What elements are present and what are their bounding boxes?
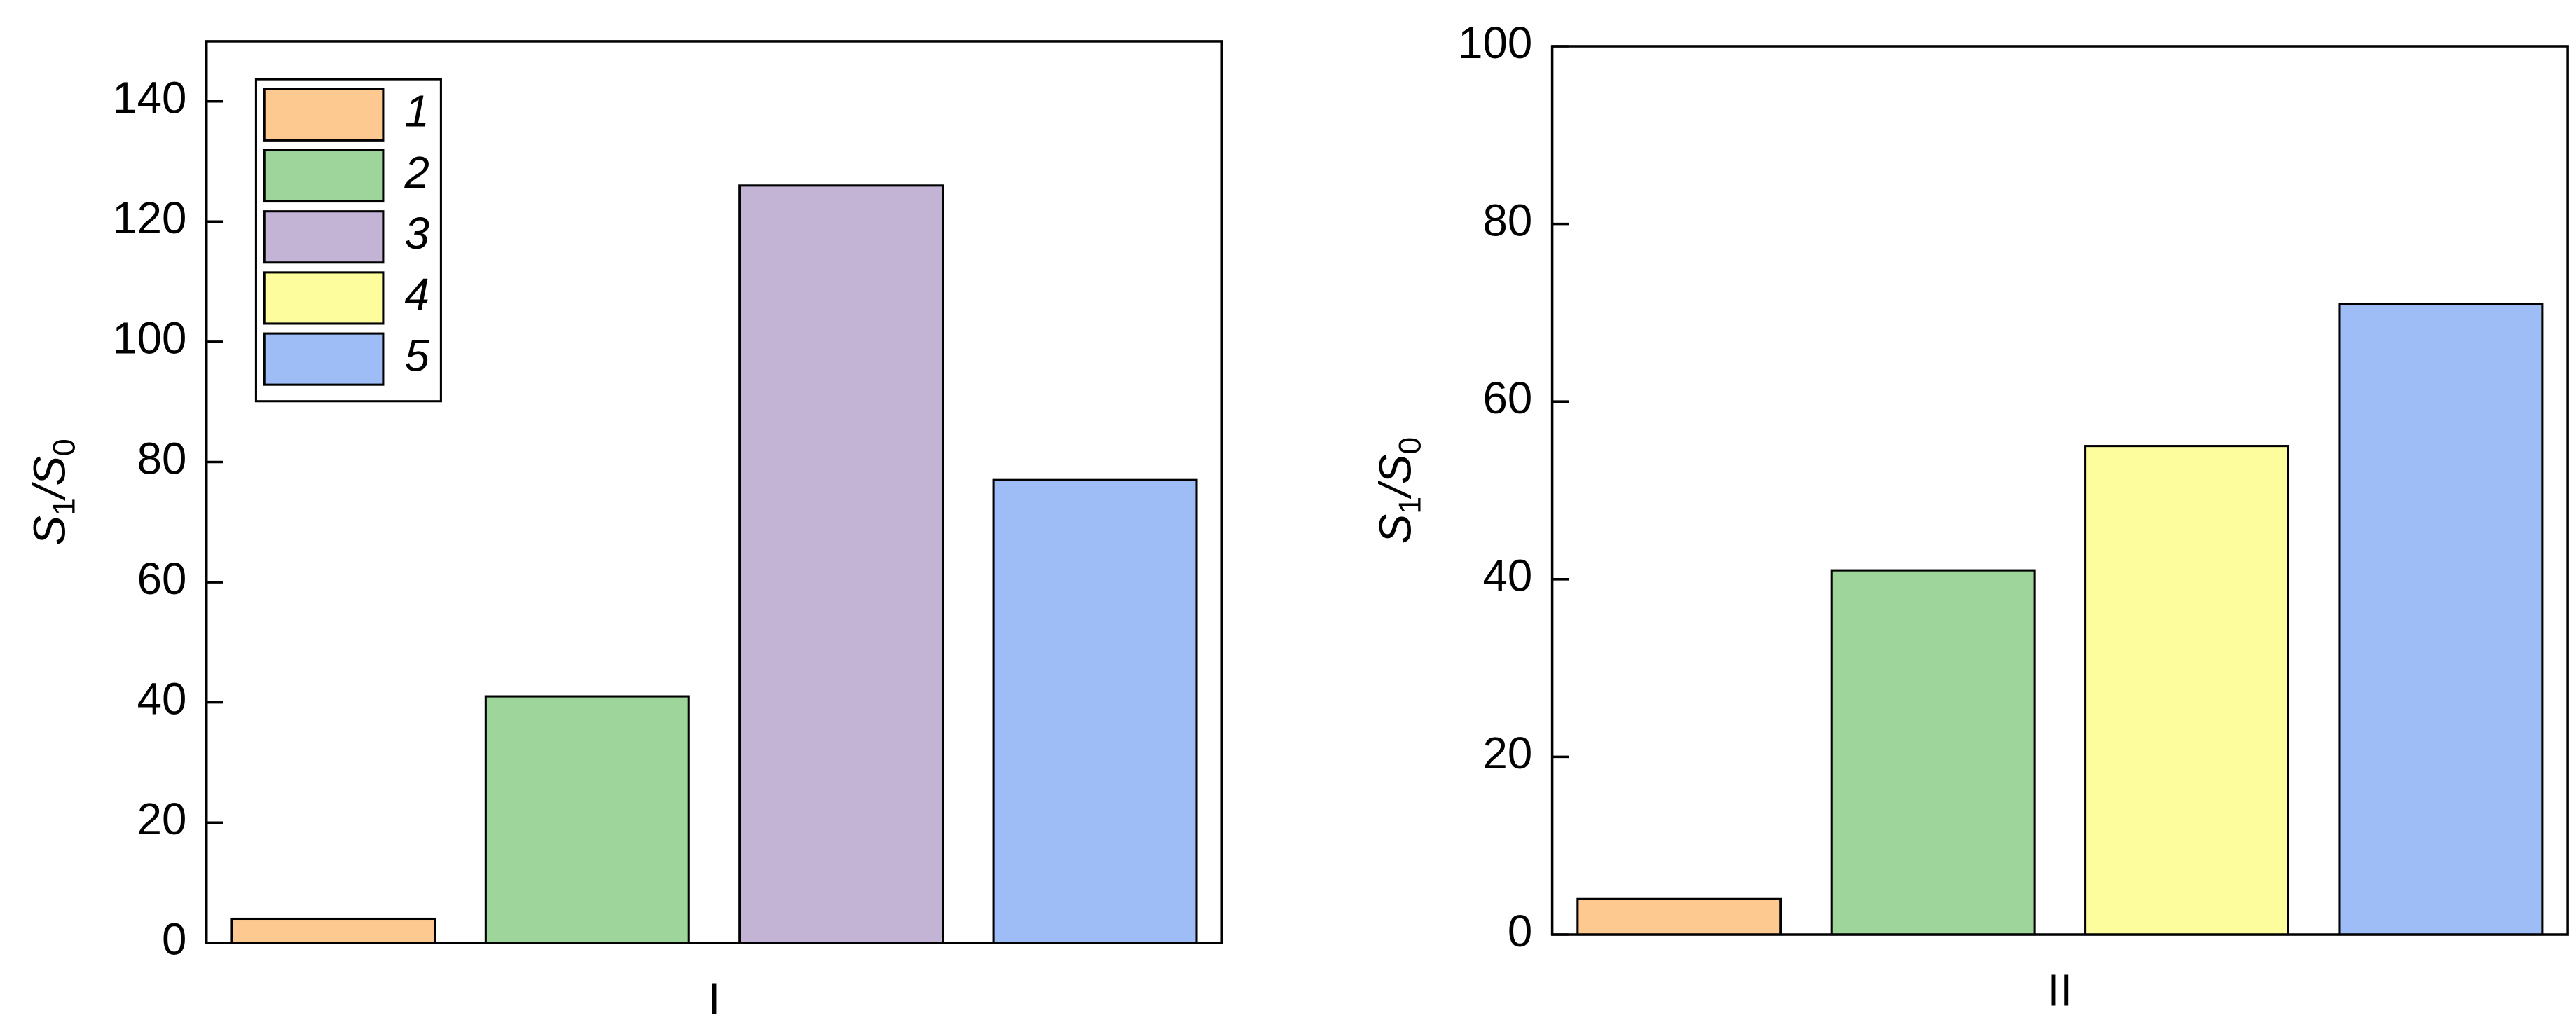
y-tick-label: 100 (112, 314, 186, 364)
bar (738, 184, 944, 944)
y-axis-label-part: S (1370, 514, 1420, 544)
legend-label: 3 (405, 209, 429, 259)
plot-frame (1550, 45, 2569, 936)
bar (1830, 569, 2036, 936)
x-tick-label: II (2048, 966, 2072, 1016)
y-axis-label-part: 0 (1392, 437, 1427, 455)
legend-swatch (263, 271, 385, 325)
y-tick-label: 60 (137, 554, 187, 604)
legend-label: 2 (404, 148, 429, 198)
x-tick-label: I (708, 974, 721, 1023)
bar (2084, 445, 2290, 936)
y-tick-label: 60 (1483, 373, 1533, 423)
y-tick-label: 40 (1483, 551, 1533, 601)
y-axis-label-part: /S (1370, 455, 1420, 499)
y-axis-label-part: 1 (1392, 497, 1427, 514)
legend-swatch (263, 210, 385, 264)
bar (1576, 897, 1782, 936)
y-tick-label: 20 (137, 794, 187, 844)
y-axis-label-part: /S (25, 456, 74, 501)
legend-swatch (263, 149, 385, 203)
legend-label: 5 (405, 331, 430, 380)
y-tick-label: 120 (112, 193, 186, 243)
bar (484, 695, 690, 944)
legend-label: 1 (405, 87, 429, 137)
y-axis-label: S1/S0 (1370, 437, 1427, 544)
y-tick-label: 80 (137, 434, 187, 483)
legend-swatch (263, 332, 385, 386)
y-tick-label: 0 (1508, 907, 1532, 956)
y-tick-label: 80 (1483, 195, 1533, 245)
legend-label: 4 (405, 270, 429, 319)
y-axis-label-part: 0 (46, 439, 81, 456)
y-tick-label: 140 (112, 74, 186, 123)
bar (230, 917, 436, 944)
y-axis-label: S1/S0 (25, 439, 81, 545)
legend-swatch (263, 88, 385, 142)
y-tick-label: 20 (1483, 729, 1533, 778)
y-tick-label: 0 (162, 915, 186, 965)
y-axis-label-part: 1 (46, 498, 81, 516)
bar (992, 478, 1198, 944)
y-axis-label-part: S (25, 516, 74, 545)
y-tick-label: 40 (137, 674, 187, 724)
bar (2338, 303, 2544, 936)
plot-frame (205, 40, 1223, 944)
y-tick-label: 100 (1458, 18, 1532, 68)
